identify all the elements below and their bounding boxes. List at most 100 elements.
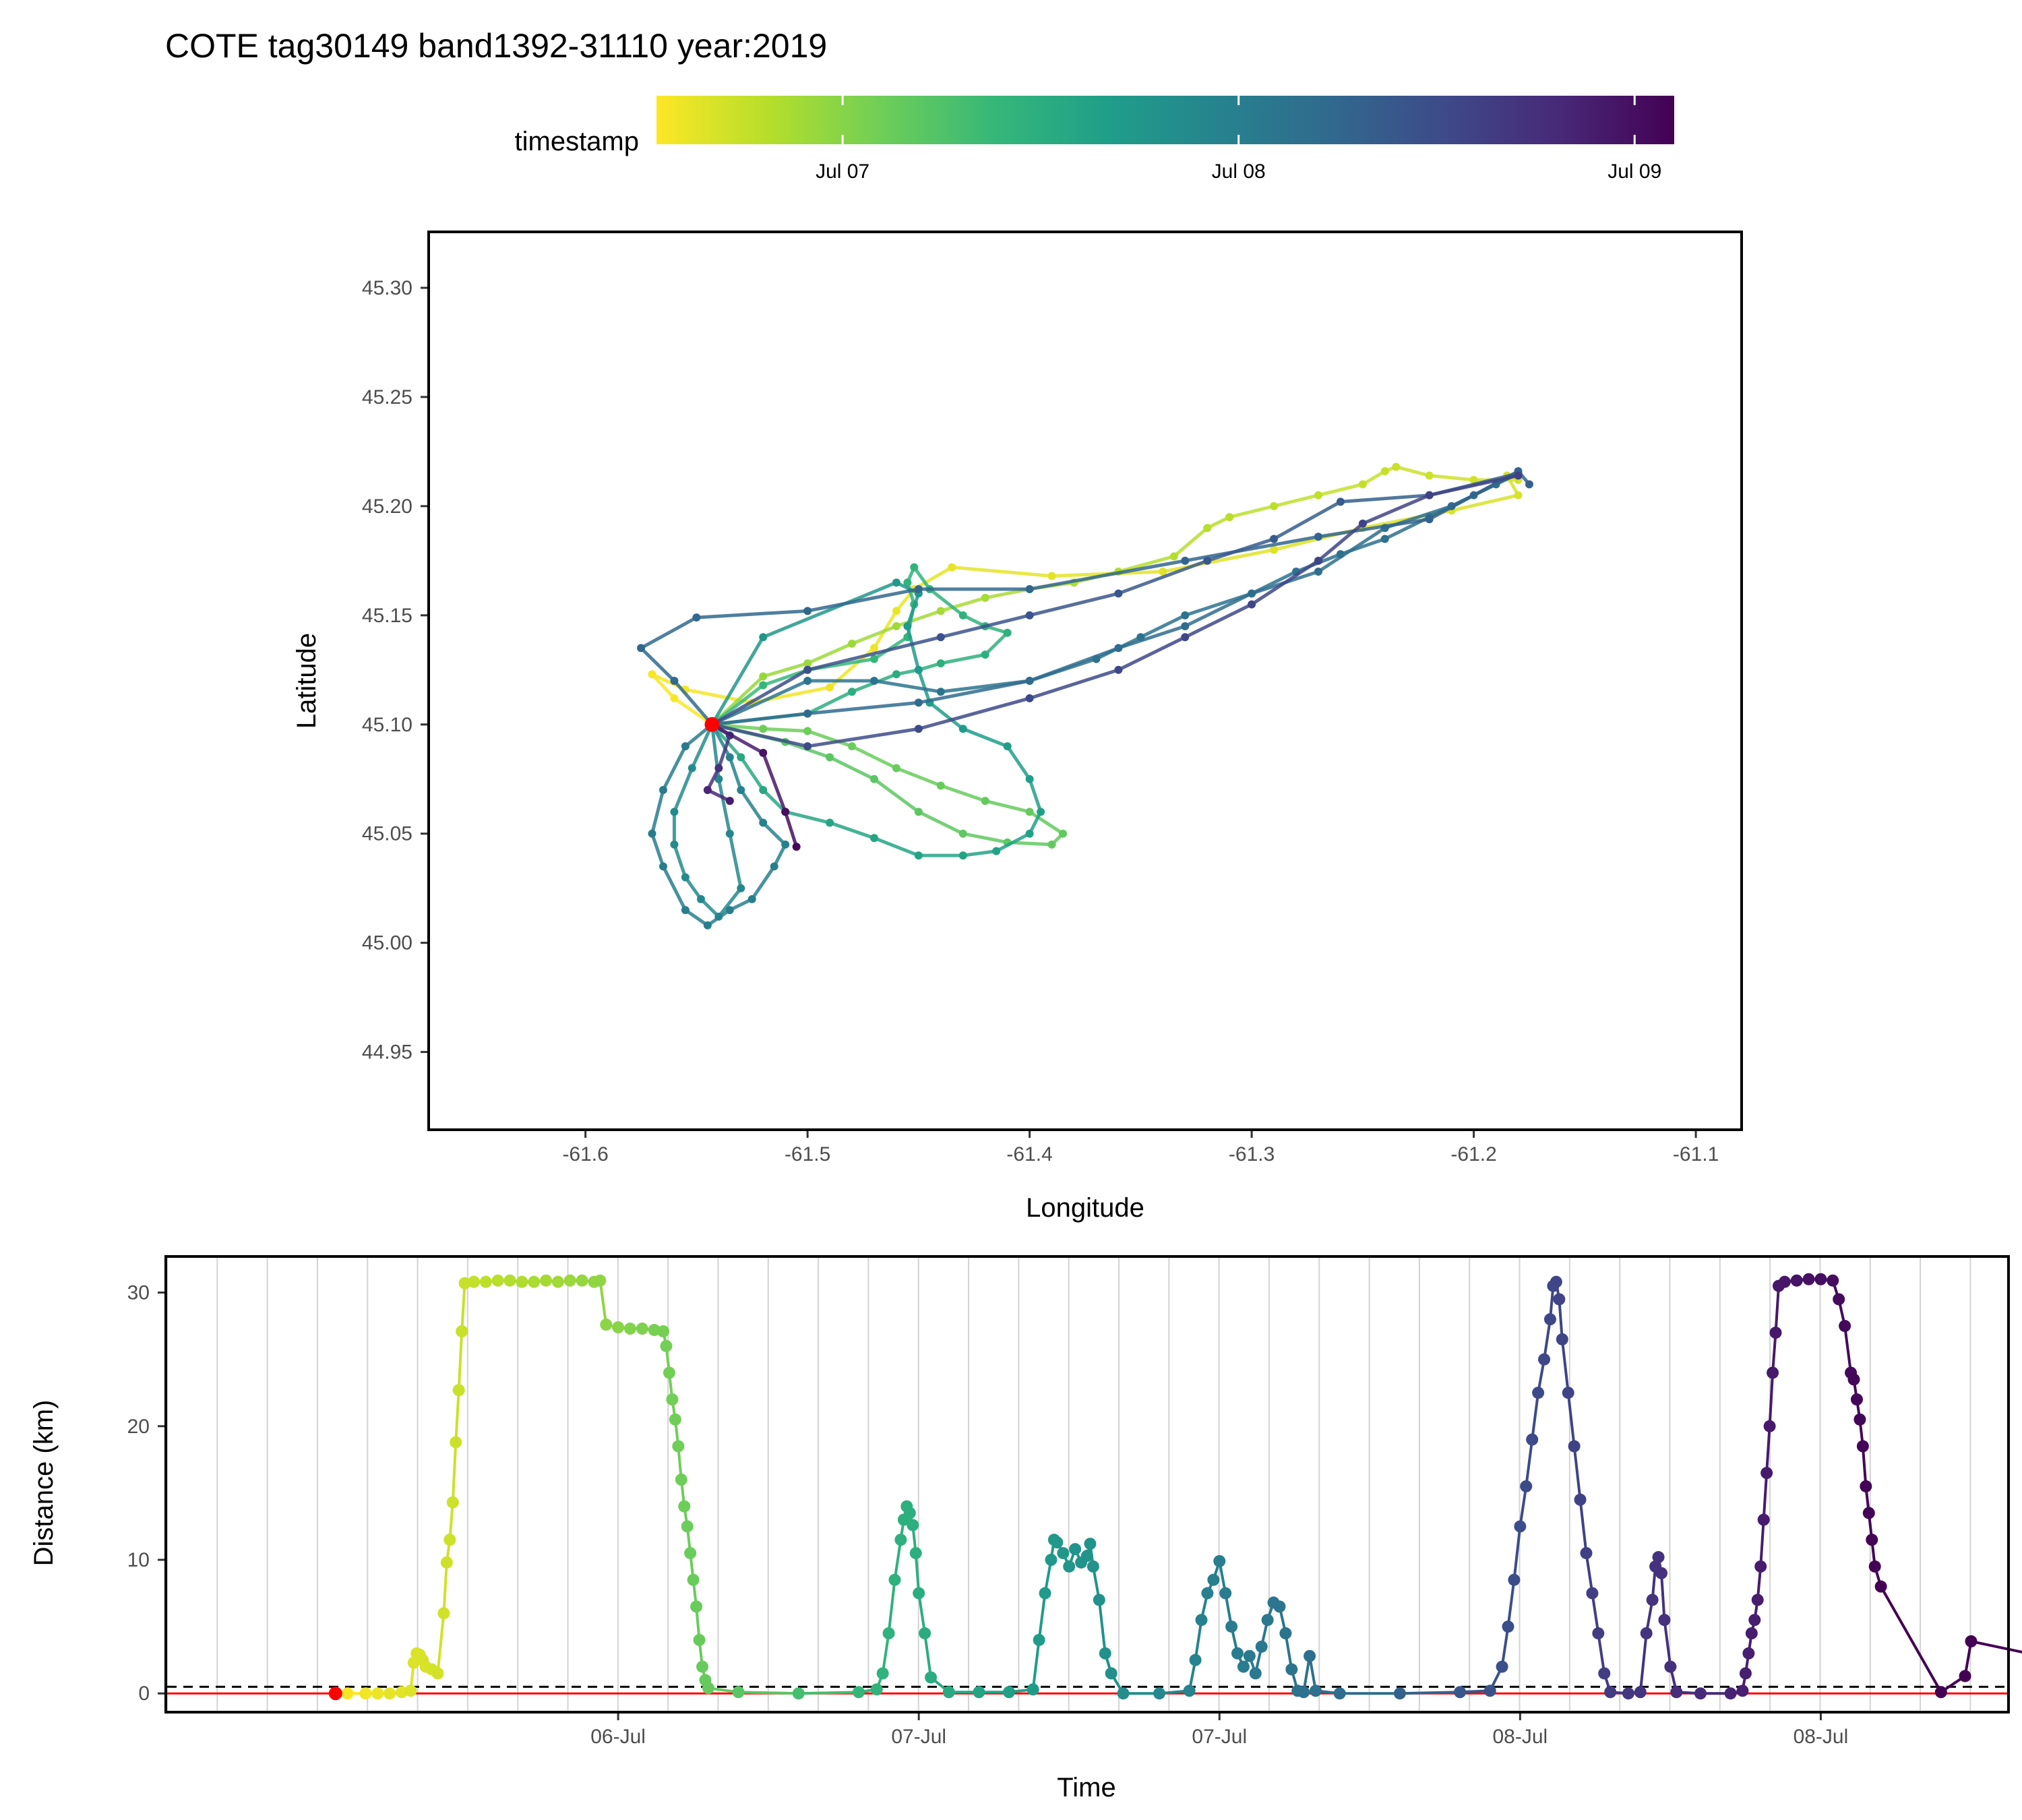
distance-point — [732, 1686, 745, 1699]
map-track-point — [1025, 677, 1034, 685]
map-track-point — [1047, 840, 1056, 849]
distance-point — [1598, 1667, 1611, 1680]
distance-y-tick-label: 20 — [127, 1416, 150, 1438]
distance-point — [446, 1496, 459, 1509]
map-track-point — [803, 659, 812, 668]
map-track-point — [725, 829, 734, 838]
map-track-segment — [1028, 668, 1120, 700]
distance-point — [1027, 1683, 1039, 1696]
map-y-tick-label: 45.05 — [362, 823, 412, 845]
map-track-point — [1025, 808, 1034, 816]
distance-point — [1767, 1366, 1779, 1379]
map-track-point — [759, 748, 768, 757]
map-track-point — [914, 584, 923, 593]
map-track-point — [958, 725, 967, 733]
distance-line-segment — [1398, 1691, 1462, 1695]
distance-point — [1117, 1687, 1130, 1700]
distance-x-tick-label: 08-Jul — [1492, 1726, 1548, 1748]
distance-point — [1297, 1686, 1310, 1699]
distance-point — [1069, 1543, 1082, 1556]
distance-point — [1814, 1273, 1827, 1285]
map-track-point — [803, 665, 812, 674]
distance-line-segment — [1566, 1391, 1576, 1448]
map-track-segment — [739, 788, 765, 825]
map-track-point — [914, 851, 923, 860]
map-track-segment — [739, 755, 765, 792]
map-x-tick-label: -61.6 — [562, 1143, 608, 1165]
distance-point — [1039, 1587, 1051, 1600]
map-track-segment — [1316, 517, 1432, 539]
color-legend: timestamp Jul 07 Jul 08 Jul 09 — [515, 96, 1674, 183]
map-track-segment — [939, 653, 987, 665]
map-track-segment — [894, 766, 943, 787]
distance-point — [491, 1274, 504, 1287]
distance-line-segment — [1969, 1639, 2022, 1654]
distance-point — [1538, 1353, 1551, 1366]
legend-tick-label: Jul 09 — [1607, 160, 1661, 183]
map-track-segment — [650, 788, 665, 836]
map-track-segment — [912, 566, 954, 591]
distance-point — [1093, 1594, 1105, 1606]
map-track-segment — [1205, 515, 1231, 530]
map-track-point — [687, 764, 696, 772]
map-track-segment — [728, 755, 743, 792]
distance-line-segment — [1506, 1578, 1516, 1629]
map-track-point — [992, 847, 1001, 855]
legend-colorbar — [656, 96, 1674, 144]
map-x-tick-label: -61.1 — [1673, 1143, 1719, 1165]
map-track-segment — [1028, 646, 1120, 683]
distance-point — [1219, 1587, 1232, 1600]
map-track-point — [1181, 622, 1190, 631]
map-track-segment — [983, 631, 1010, 657]
distance-point — [1562, 1387, 1574, 1399]
distance-point — [551, 1275, 564, 1288]
distance-y-tick-label: 0 — [138, 1682, 150, 1705]
map-track-segment — [706, 908, 732, 928]
map-track-point — [914, 665, 923, 674]
distance-x-axis-title: Time — [1057, 1773, 1115, 1802]
map-panel-border — [427, 231, 1743, 1131]
map-track-point — [681, 742, 690, 751]
distance-point — [594, 1274, 607, 1287]
map-track-segment — [710, 635, 765, 727]
distance-point — [1862, 1507, 1875, 1519]
map-track-point — [1514, 491, 1523, 499]
distance-line-segment — [1585, 1552, 1594, 1595]
distance-point — [450, 1436, 462, 1449]
map-track-point — [903, 578, 912, 587]
distance-point — [468, 1275, 480, 1288]
map-track-point — [1025, 611, 1034, 619]
map-track-segment — [1138, 613, 1187, 639]
map-panel: 44.95 45.00 45.05 45.10 45.15 45.20 45.25 45.30… — [292, 231, 1743, 1223]
map-track-segment — [917, 679, 1032, 704]
map-track-point — [1025, 775, 1034, 783]
distance-point — [1502, 1620, 1514, 1633]
map-y-tick-label: 45.10 — [362, 714, 412, 736]
distance-line-segment — [914, 1552, 921, 1595]
distance-point — [431, 1667, 444, 1680]
map-track-segment — [1227, 504, 1276, 519]
distance-point — [1866, 1534, 1878, 1546]
distance-point — [1959, 1670, 1971, 1682]
map-track-segment — [750, 864, 776, 901]
distance-point — [1081, 1550, 1093, 1563]
distance-x-tick-label: 06-Jul — [590, 1726, 646, 1748]
distance-line-segment — [1558, 1298, 1564, 1341]
distance-point — [1640, 1627, 1653, 1640]
map-track-segment — [1339, 493, 1432, 504]
map-track-point — [958, 851, 967, 860]
map-track-point — [1314, 568, 1322, 576]
distance-point — [1045, 1554, 1058, 1566]
map-track-segment — [650, 832, 665, 868]
distance-point — [648, 1324, 661, 1337]
map-track-point — [658, 862, 667, 871]
map-track-point — [848, 742, 857, 751]
distance-point — [1105, 1667, 1117, 1680]
map-track-point — [1025, 584, 1034, 593]
distance-origin-point — [328, 1687, 342, 1701]
map-track-segment — [961, 832, 1010, 845]
map-track-point — [1059, 829, 1068, 838]
distance-point — [882, 1627, 895, 1640]
distance-point — [684, 1547, 697, 1560]
map-track-point — [1425, 471, 1434, 480]
